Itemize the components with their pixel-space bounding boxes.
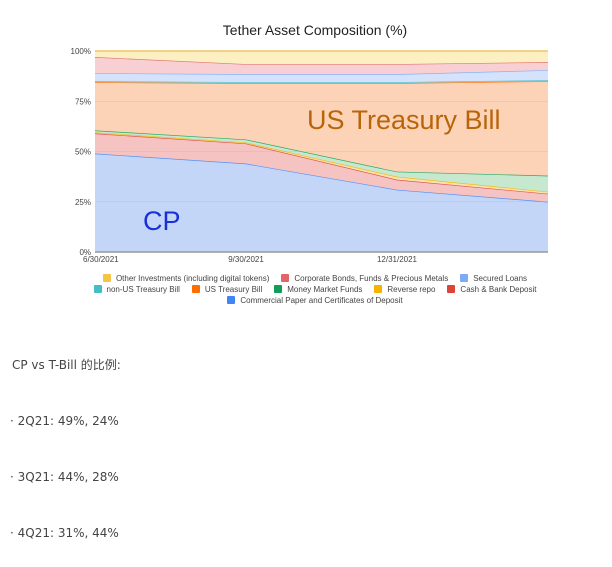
legend-item: non-US Treasury Bill: [93, 284, 180, 295]
legend-item: Secured Loans: [460, 273, 527, 284]
notes-heading: CP vs T-Bill 的比例:: [12, 358, 121, 372]
annotation-us-treasury-bill: US Treasury Bill: [307, 105, 501, 135]
note-item-2q21: · 2Q21: 49%, 24%: [10, 414, 119, 428]
chart-title: Tether Asset Composition (%): [222, 22, 408, 38]
legend-label: Commercial Paper and Certificates of Dep…: [240, 296, 403, 305]
legend-label: Secured Loans: [473, 274, 528, 283]
legend-swatch-icon: [374, 285, 383, 293]
legend-label: Cash & Bank Deposit: [460, 285, 537, 294]
y-tick-label: 100%: [71, 47, 91, 56]
legend-row: Commercial Paper and Certificates of Dep…: [80, 295, 550, 306]
legend-swatch-icon: [274, 285, 283, 293]
x-tick-label: 6/30/2021: [83, 255, 119, 264]
y-tick-label: 0%: [79, 248, 91, 257]
legend-row: Other Investments (including digital tok…: [80, 273, 550, 284]
legend-item: Other Investments (including digital tok…: [102, 273, 270, 284]
legend-label: non-US Treasury Bill: [106, 285, 180, 294]
y-tick-label: 50%: [75, 148, 91, 157]
area-corporate-bonds-funds-precious-metals: [95, 57, 548, 75]
legend-label: Corporate Bonds, Funds & Precious Metals: [294, 274, 449, 283]
area-cash-bank-deposit: [95, 133, 548, 202]
y-tick-label: 25%: [75, 198, 91, 207]
legend-item: Cash & Bank Deposit: [447, 284, 536, 295]
legend-swatch-icon: [93, 285, 102, 293]
area-us-treasury-bill: [95, 81, 548, 176]
legend-swatch-icon: [460, 274, 469, 282]
area-money-market-funds: [95, 130, 548, 192]
area-other-investments-including-digital-tokens-: [95, 51, 548, 65]
legend-item: Reverse repo: [374, 284, 435, 295]
legend-item: Corporate Bonds, Funds & Precious Metals: [281, 273, 448, 284]
x-tick-label: 9/30/2021: [228, 255, 264, 264]
stacked-area-chart: 0% 25% 50% 75% 100% 6/30/2021 9/30/2021 12/31/2…: [71, 47, 549, 264]
legend-item: Money Market Funds: [274, 284, 362, 295]
chart-card: Tether Asset Composition (%) 0% 25% 50% 75%…: [55, 0, 575, 318]
x-tick-label: 12/31/2021: [377, 255, 418, 264]
legend-label: Money Market Funds: [287, 285, 363, 294]
y-tick-label: 75%: [75, 97, 91, 106]
legend-item: Commercial Paper and Certificates of Dep…: [227, 295, 403, 306]
legend-swatch-icon: [191, 285, 200, 293]
legend-swatch-icon: [281, 274, 290, 282]
annotation-cp: CP: [143, 206, 181, 236]
legend-label: US Treasury Bill: [204, 285, 263, 294]
legend-label: Other Investments (including digital tok…: [115, 274, 270, 283]
legend-swatch-icon: [227, 296, 236, 304]
legend-label: Reverse repo: [387, 285, 436, 294]
area-commercial-paper-and-certificates-of-deposit: [95, 153, 548, 252]
legend-item: US Treasury Bill: [191, 284, 263, 295]
legend-swatch-icon: [102, 274, 111, 282]
legend-swatch-icon: [447, 285, 456, 293]
note-item-4q21: · 4Q21: 31%, 44%: [10, 526, 119, 540]
chart-legend: Other Investments (including digital tok…: [80, 273, 550, 306]
note-item-3q21: · 3Q21: 44%, 28%: [10, 470, 119, 484]
legend-row: non-US Treasury Bill US Treasury Bill Mone…: [80, 284, 550, 295]
